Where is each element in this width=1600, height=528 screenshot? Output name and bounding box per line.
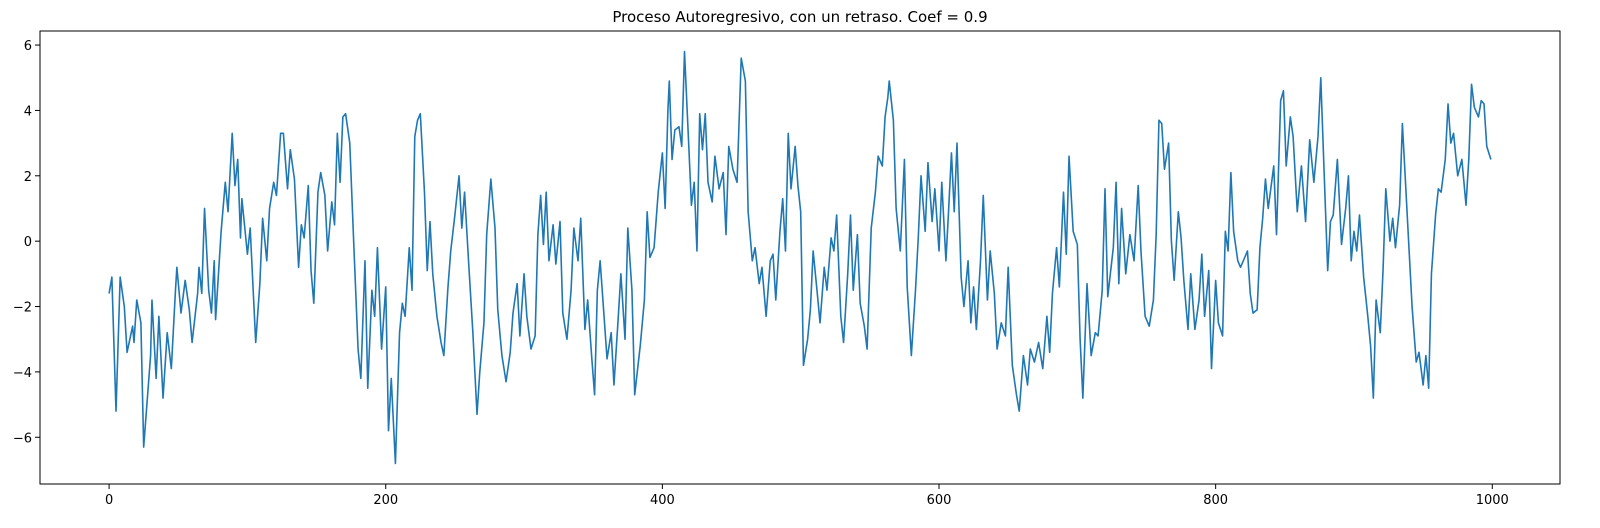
x-tick-label: 400 — [650, 493, 675, 508]
plot-frame — [39, 30, 1561, 485]
x-tick-label: 600 — [927, 493, 952, 508]
y-tick-label: −4 — [13, 366, 32, 381]
data-line — [108, 50, 1492, 465]
x-tick-label: 800 — [1203, 493, 1228, 508]
y-tick-label: 0 — [24, 235, 32, 250]
x-tick-label: 1000 — [1476, 493, 1509, 508]
y-tick-label: 4 — [24, 104, 32, 119]
y-tick-label: 2 — [24, 170, 32, 185]
chart-title: Proceso Autoregresivo, con un retraso. C… — [612, 8, 987, 26]
y-tick-label: −2 — [13, 301, 32, 316]
y-tick-label: −6 — [13, 431, 32, 446]
x-tick-label: 200 — [373, 493, 398, 508]
y-tick-label: 6 — [24, 39, 32, 54]
x-tick-label: 0 — [105, 493, 113, 508]
